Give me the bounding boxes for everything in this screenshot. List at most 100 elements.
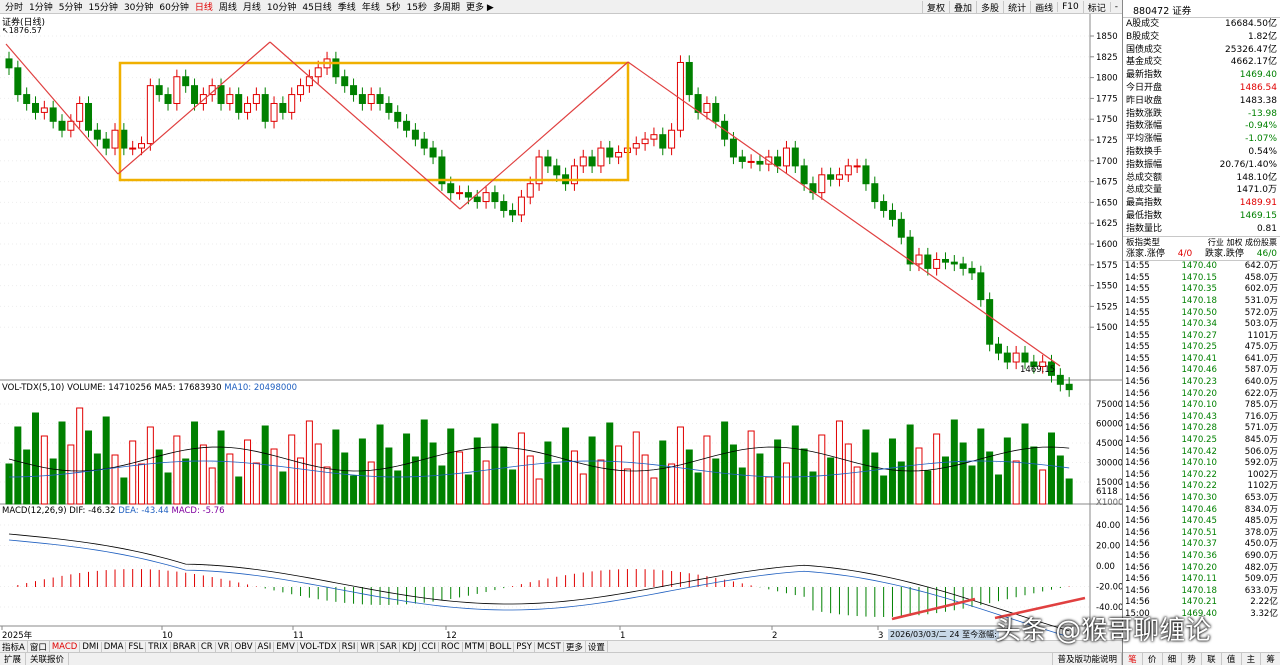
indicator-tab[interactable]: ROC [439, 641, 463, 652]
tick-cell: 458.0万 [1244, 272, 1278, 283]
indicator-tab[interactable]: MACD [50, 641, 81, 652]
tab-period[interactable]: 5秒 [385, 3, 401, 13]
stat-label: 指数涨幅 [1126, 121, 1163, 132]
tab-period[interactable]: 季线 [337, 3, 356, 13]
tab-period[interactable]: 30分钟 [123, 3, 154, 13]
indicator-tab[interactable]: DMI [80, 641, 102, 652]
indicator-tab[interactable]: OBV [232, 641, 256, 652]
kline-chart[interactable]: 1850 1825 1800 1775 1750 1725 1700 1675 1650 1625… [0, 14, 1122, 640]
indicator-tab[interactable]: 设置 [586, 640, 608, 653]
indicator-tab[interactable]: BRAR [171, 641, 199, 652]
tab-period[interactable]: 分时 [5, 3, 24, 13]
tab-period[interactable]: 日线 [194, 3, 213, 13]
tick-cell: 15:00 [1125, 608, 1150, 619]
extension-tab[interactable]: 关联报价 [26, 653, 70, 665]
candle-body [933, 258, 941, 269]
chart-tool-button[interactable]: 多股 [976, 0, 1003, 14]
chart-tool-button[interactable]: 标记 [1082, 0, 1110, 14]
panel-tab[interactable]: 价 [1143, 653, 1163, 665]
volume-bar [509, 469, 517, 505]
volume-bar [456, 451, 464, 505]
tick-row: 14:56 1470.43 716.0万 [1123, 412, 1280, 424]
stat-row: A股成交 16684.50亿 [1123, 18, 1280, 31]
indicator-tab[interactable]: 窗口 [28, 640, 50, 653]
candle-body [897, 218, 905, 238]
tab-period[interactable]: 多周期 [433, 3, 461, 13]
indicator-tab[interactable]: MCST [535, 641, 564, 652]
candle-body [703, 102, 711, 113]
axis-label: 45000 [1096, 439, 1122, 449]
indicator-tab[interactable]: KDJ [400, 641, 420, 652]
stat-row: 指数涨幅 -0.94% [1123, 120, 1280, 133]
tick-cell: 1470.43 [1181, 411, 1217, 422]
candle-body [615, 152, 623, 158]
panel-tab[interactable]: 联 [1202, 653, 1222, 665]
panel-tab[interactable]: 值 [1222, 653, 1242, 665]
candle-body [818, 174, 826, 194]
candle-body [270, 102, 278, 122]
candle-body [1056, 374, 1064, 385]
tab-period[interactable]: 45日线 [302, 3, 332, 13]
indicator-tab[interactable]: BOLL [487, 641, 515, 652]
candle-body [226, 94, 234, 104]
panel-tab[interactable]: 势 [1182, 653, 1202, 665]
indicator-tab[interactable]: FSL [126, 641, 147, 652]
extension-tab[interactable]: 扩展 [0, 653, 27, 665]
indicator-tab[interactable]: MTM [463, 641, 488, 652]
indicator-tab[interactable]: EMV [274, 641, 298, 652]
candle-body [782, 147, 790, 167]
tab-period[interactable]: 周线 [218, 3, 237, 13]
indicator-tab[interactable]: ASI [256, 641, 275, 652]
candle-body [517, 196, 525, 216]
volume-bar [129, 440, 137, 505]
indicator-tab[interactable]: 更多 [564, 640, 586, 653]
indicator-tab[interactable]: CCI [420, 641, 439, 652]
indicator-tab[interactable]: 指标A [0, 640, 28, 653]
axis-label: 30000 [1096, 459, 1122, 469]
indicator-tab[interactable]: VR [216, 641, 233, 652]
chart-tool-button[interactable]: F10 [1057, 2, 1083, 12]
volume-bar [941, 456, 949, 505]
indicator-tab[interactable]: DMA [102, 641, 127, 652]
indicator-tab[interactable]: RSI [340, 641, 359, 652]
chart-tool-button[interactable]: 复权 [922, 0, 949, 14]
tab-period[interactable]: 更多 ▶ [466, 3, 494, 13]
panel-tab[interactable]: 筹 [1261, 653, 1280, 665]
tick-cell: 14:56 [1125, 446, 1150, 457]
tick-cell: 1470.37 [1181, 539, 1217, 550]
tick-cell: 1470.18 [1181, 295, 1217, 306]
footer-right-label[interactable]: 普及版功能说明 [1052, 653, 1122, 665]
indicator-tab[interactable]: SAR [378, 641, 400, 652]
indicator-tab[interactable]: VOL-TDX [298, 641, 340, 652]
tab-period[interactable]: 5分钟 [58, 3, 83, 13]
indicator-tab[interactable]: PSY [514, 641, 535, 652]
tab-period[interactable]: 60分钟 [159, 3, 189, 13]
axis-label: 1750 [1096, 115, 1118, 125]
volume-bar [111, 454, 119, 505]
panel-tab[interactable]: 笔 [1123, 653, 1143, 665]
indicator-tab[interactable]: TRIX [146, 641, 171, 652]
indicator-tab[interactable]: CR [199, 641, 216, 652]
tab-period[interactable]: 月线 [242, 3, 261, 13]
volume-bar [429, 442, 437, 505]
tick-cell: 14:55 [1125, 307, 1150, 318]
tab-period[interactable]: 10分钟 [266, 3, 297, 13]
candle-body [977, 272, 985, 301]
tab-period[interactable]: 15秒 [406, 3, 428, 13]
candle-body [588, 156, 596, 167]
panel-tab[interactable]: 细 [1163, 653, 1183, 665]
panel-tab[interactable]: 主 [1242, 653, 1262, 665]
chart-tool-button[interactable]: - [1109, 2, 1122, 12]
candle-body [76, 102, 84, 122]
chart-tool-button[interactable]: 统计 [1003, 0, 1030, 14]
tick-row: 14:55 1470.40 642.0万 [1123, 261, 1280, 273]
tab-period[interactable]: 年线 [361, 3, 380, 13]
candle-body [888, 209, 896, 220]
chart-tool-button[interactable]: 叠加 [949, 0, 976, 14]
stat-row: B股成交 1.82亿 [1123, 31, 1280, 44]
chart-tool-button[interactable]: 画线 [1030, 0, 1057, 14]
axis-label: 10 [162, 631, 173, 640]
tab-period[interactable]: 15分钟 [88, 3, 118, 13]
tab-period[interactable]: 1分钟 [29, 3, 53, 13]
indicator-tab[interactable]: WR [358, 641, 378, 652]
